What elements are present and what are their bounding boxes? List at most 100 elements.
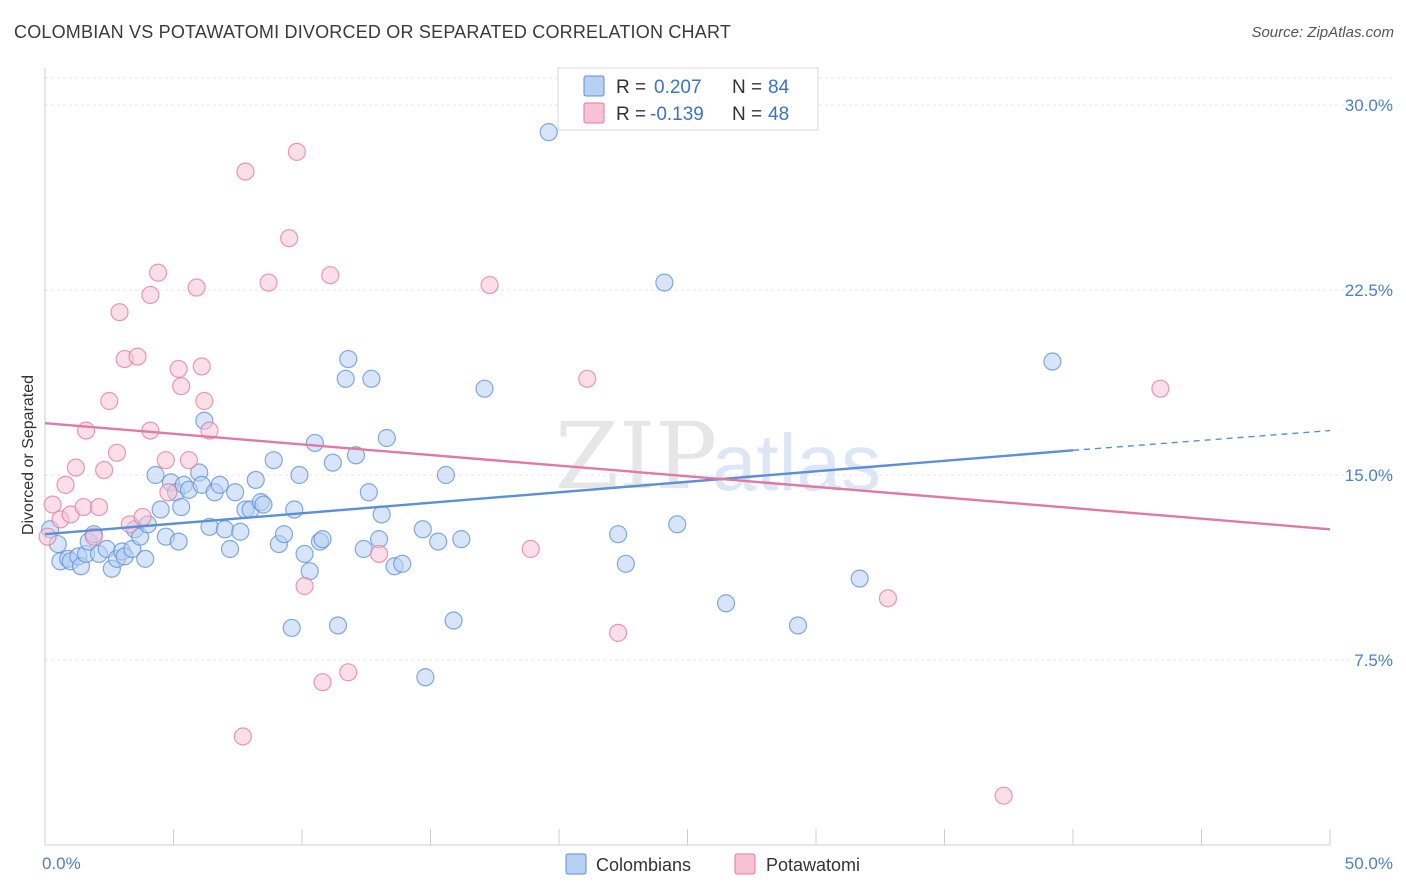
watermark-atlas: atlas	[712, 418, 881, 507]
source-credit: Source: ZipAtlas.com	[1251, 24, 1394, 41]
legend-row-colombians: R = 0.207 N = 84	[583, 75, 790, 98]
point-colombians	[172, 497, 191, 517]
x-tick-labels: 0.0% 50.0%	[42, 854, 1393, 873]
watermark: ZIP atlas	[555, 403, 881, 510]
point-potawatomi	[521, 539, 540, 559]
point-potawatomi	[38, 527, 57, 546]
point-colombians	[313, 530, 332, 549]
point-colombians	[339, 349, 358, 369]
point-colombians	[328, 616, 348, 635]
point-potawatomi	[287, 142, 306, 161]
point-potawatomi	[43, 495, 62, 514]
trend-extension-colombians	[1072, 429, 1331, 452]
point-colombians	[354, 539, 373, 559]
point-potawatomi	[172, 377, 191, 396]
point-potawatomi	[95, 460, 114, 480]
point-colombians	[609, 525, 628, 544]
point-potawatomi	[56, 475, 75, 494]
y-tick-label: 22.5%	[1345, 281, 1393, 300]
y-axis-label: Divorced or Separated	[20, 375, 37, 535]
legend-r-label: R =	[616, 104, 646, 125]
point-colombians	[290, 465, 309, 485]
point-colombians	[246, 470, 265, 490]
point-potawatomi	[133, 507, 152, 527]
y-tick-label: 7.5%	[1354, 651, 1393, 670]
point-colombians	[136, 549, 155, 568]
point-potawatomi	[156, 451, 175, 470]
point-colombians	[220, 539, 240, 559]
point-colombians	[444, 611, 463, 630]
point-potawatomi	[169, 359, 188, 379]
point-colombians	[323, 453, 342, 472]
legend-n-value: 84	[768, 77, 790, 98]
correlation-legend: R = 0.207 N = 84 R = -0.139 N = 48	[557, 67, 819, 131]
point-colombians	[146, 465, 165, 485]
point-colombians	[668, 515, 687, 534]
series-swatch-colombians	[565, 853, 587, 875]
point-potawatomi	[578, 369, 597, 388]
point-potawatomi	[141, 285, 160, 305]
legend-swatch-potawatomi	[583, 102, 605, 124]
trend-line-potawatomi	[44, 422, 1331, 531]
series-label-potawatomi: Potawatomi	[766, 855, 860, 875]
axes	[44, 68, 1331, 846]
point-colombians	[231, 522, 250, 541]
point-colombians	[151, 500, 170, 519]
point-colombians	[1043, 352, 1062, 371]
legend-swatch-colombians	[583, 75, 605, 97]
series-label-colombians: Colombians	[596, 855, 691, 875]
point-colombians	[274, 525, 294, 544]
point-colombians	[336, 369, 355, 388]
point-potawatomi	[128, 347, 147, 366]
legend-n-value: 48	[768, 104, 789, 125]
point-colombians	[413, 520, 432, 539]
x-tick-label: 0.0%	[42, 854, 81, 873]
legend-row-potawatomi: R = -0.139 N = 48	[583, 102, 789, 125]
point-potawatomi	[100, 391, 119, 411]
point-colombians	[362, 369, 381, 388]
legend-r-label: R =	[616, 77, 646, 98]
point-potawatomi	[994, 786, 1013, 805]
point-potawatomi	[195, 391, 214, 411]
trend-lines	[44, 422, 1331, 536]
point-potawatomi	[148, 263, 168, 282]
point-colombians	[372, 505, 391, 524]
point-potawatomi	[878, 589, 898, 608]
series-swatch-potawatomi	[734, 853, 756, 875]
point-potawatomi	[339, 663, 358, 682]
point-potawatomi	[89, 497, 109, 517]
point-colombians	[788, 616, 808, 635]
point-colombians	[416, 668, 435, 687]
point-potawatomi	[66, 458, 85, 477]
point-potawatomi	[77, 421, 96, 440]
watermark-zip: ZIP	[555, 403, 717, 510]
chart-title: COLOMBIAN VS POTAWATOMI DIVORCED OR SEPA…	[14, 22, 732, 42]
point-colombians	[475, 379, 494, 398]
point-potawatomi	[1151, 379, 1170, 398]
point-colombians	[254, 495, 273, 514]
series-legend: Colombians Potawatomi	[565, 853, 860, 875]
point-colombians	[655, 273, 674, 292]
legend-n-label: N =	[732, 77, 762, 98]
point-colombians	[429, 532, 448, 551]
point-potawatomi	[110, 303, 129, 322]
point-potawatomi	[295, 576, 314, 596]
point-potawatomi	[200, 421, 219, 440]
point-potawatomi	[84, 527, 103, 546]
point-colombians	[282, 618, 301, 638]
point-colombians	[716, 594, 736, 613]
point-colombians	[850, 569, 869, 588]
trend-line-colombians	[44, 449, 1074, 536]
point-potawatomi	[233, 727, 252, 746]
point-colombians	[452, 530, 471, 549]
y-tick-labels: 7.5% 15.0% 22.5% 30.0%	[1345, 96, 1393, 670]
point-potawatomi	[609, 623, 628, 642]
point-colombians	[295, 544, 314, 564]
point-potawatomi	[107, 443, 127, 462]
point-potawatomi	[280, 229, 299, 248]
y-tick-label: 30.0%	[1345, 96, 1393, 115]
point-colombians	[226, 483, 245, 502]
point-colombians	[436, 465, 456, 485]
point-potawatomi	[259, 273, 278, 292]
